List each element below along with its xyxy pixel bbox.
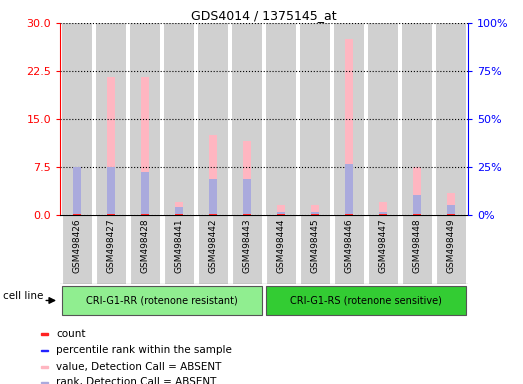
Bar	[447, 205, 456, 215]
Bar	[311, 212, 320, 215]
Bar	[402, 23, 433, 215]
Text: GSM498441: GSM498441	[175, 218, 184, 273]
Bar	[334, 215, 365, 284]
Bar	[175, 207, 184, 215]
Bar	[209, 179, 218, 215]
Bar	[41, 350, 48, 351]
Text: GSM498449: GSM498449	[447, 218, 456, 273]
Text: cell line: cell line	[3, 291, 43, 301]
Bar	[141, 214, 150, 215]
Text: GSM498443: GSM498443	[243, 218, 252, 273]
Bar	[311, 205, 320, 215]
Bar	[141, 78, 150, 215]
Bar	[130, 23, 161, 215]
Bar	[277, 205, 286, 215]
Bar	[198, 23, 229, 215]
Bar	[243, 179, 252, 215]
Bar	[232, 215, 263, 284]
Bar	[62, 215, 93, 284]
Bar	[243, 214, 252, 215]
Bar	[130, 215, 161, 284]
Bar	[209, 214, 218, 215]
Bar	[300, 215, 331, 284]
Bar	[164, 215, 195, 284]
Bar	[266, 23, 297, 215]
Text: GSM498446: GSM498446	[345, 218, 354, 273]
Bar	[175, 202, 184, 215]
Title: GDS4014 / 1375145_at: GDS4014 / 1375145_at	[191, 9, 337, 22]
Bar	[413, 167, 422, 215]
Text: GSM498427: GSM498427	[107, 218, 116, 273]
Bar	[379, 214, 388, 215]
Bar	[379, 212, 388, 215]
Text: GSM498428: GSM498428	[141, 218, 150, 273]
Bar	[345, 164, 354, 215]
Bar	[141, 172, 150, 215]
Bar	[368, 215, 399, 284]
Bar	[436, 23, 467, 215]
Text: GSM498426: GSM498426	[73, 218, 82, 273]
Bar	[164, 23, 195, 215]
Text: value, Detection Call = ABSENT: value, Detection Call = ABSENT	[56, 362, 221, 372]
Bar	[62, 23, 93, 215]
Bar	[73, 167, 82, 215]
Bar	[107, 78, 116, 215]
Bar	[198, 215, 229, 284]
Text: percentile rank within the sample: percentile rank within the sample	[56, 346, 232, 356]
Bar	[232, 23, 263, 215]
Bar	[436, 215, 467, 284]
Bar	[277, 212, 286, 215]
Bar	[311, 214, 320, 215]
Text: count: count	[56, 329, 86, 339]
Text: GSM498445: GSM498445	[311, 218, 320, 273]
Bar	[368, 23, 399, 215]
Bar	[62, 286, 263, 315]
Bar	[107, 167, 116, 215]
Bar	[243, 141, 252, 215]
Bar	[300, 23, 331, 215]
Bar	[41, 333, 48, 334]
Bar	[266, 215, 297, 284]
Text: rank, Detection Call = ABSENT: rank, Detection Call = ABSENT	[56, 377, 217, 384]
Bar	[402, 215, 433, 284]
Bar	[345, 39, 354, 215]
Bar	[447, 193, 456, 215]
Text: GSM498447: GSM498447	[379, 218, 388, 273]
Bar	[73, 183, 82, 215]
Text: GSM498444: GSM498444	[277, 218, 286, 273]
Text: CRI-G1-RS (rotenone sensitive): CRI-G1-RS (rotenone sensitive)	[290, 295, 442, 306]
Bar	[96, 23, 127, 215]
Bar	[345, 214, 354, 215]
Bar	[379, 202, 388, 215]
Bar	[266, 286, 467, 315]
Bar	[447, 214, 456, 215]
Bar	[413, 195, 422, 215]
Bar	[175, 214, 184, 215]
Bar	[41, 366, 48, 367]
Text: GSM498448: GSM498448	[413, 218, 422, 273]
Bar	[277, 214, 286, 215]
Text: CRI-G1-RR (rotenone resistant): CRI-G1-RR (rotenone resistant)	[86, 295, 238, 306]
Bar	[413, 214, 422, 215]
Bar	[334, 23, 365, 215]
Text: GSM498442: GSM498442	[209, 218, 218, 273]
Bar	[73, 214, 82, 215]
Bar	[209, 135, 218, 215]
Bar	[41, 382, 48, 383]
Bar	[107, 214, 116, 215]
Bar	[96, 215, 127, 284]
